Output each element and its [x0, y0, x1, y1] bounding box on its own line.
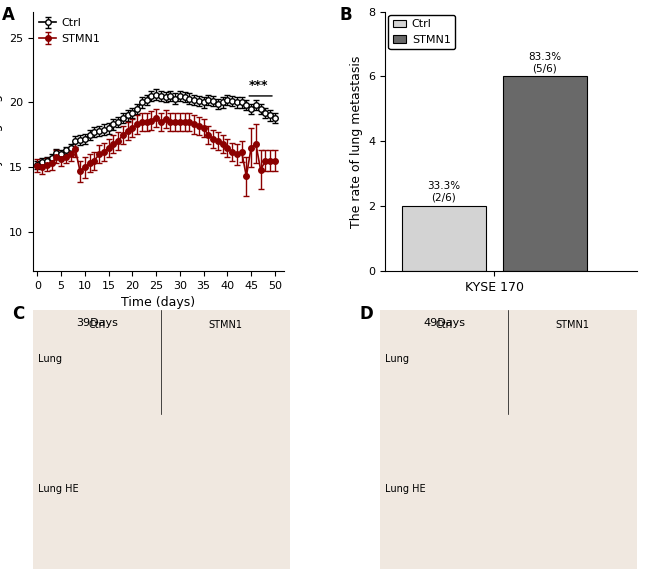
Text: 49Days: 49Days: [423, 318, 465, 328]
Text: 83.3%
(5/6): 83.3% (5/6): [528, 52, 561, 73]
Text: STMN1: STMN1: [556, 320, 590, 330]
Text: 39Days: 39Days: [76, 318, 118, 328]
Text: Lung HE: Lung HE: [385, 483, 426, 493]
X-axis label: Time (days): Time (days): [122, 296, 196, 309]
Text: Ctrl: Ctrl: [436, 320, 453, 330]
Text: D: D: [359, 305, 373, 323]
Text: ***: ***: [248, 80, 268, 92]
Text: Lung: Lung: [385, 354, 409, 364]
Text: Ctrl: Ctrl: [88, 320, 105, 330]
Text: STMN1: STMN1: [209, 320, 242, 330]
Text: B: B: [340, 6, 352, 24]
Y-axis label: -Body Weight (g): -Body Weight (g): [0, 89, 3, 194]
Text: Lung HE: Lung HE: [38, 483, 78, 493]
Text: 33.3%
(2/6): 33.3% (2/6): [427, 181, 460, 203]
Text: A: A: [3, 6, 15, 24]
Y-axis label: The rate of lung metastasis: The rate of lung metastasis: [350, 55, 363, 228]
Text: Lung: Lung: [38, 354, 62, 364]
Bar: [502, 77, 586, 271]
Legend: Ctrl, STMN1: Ctrl, STMN1: [34, 14, 105, 48]
Bar: [402, 206, 486, 271]
Text: C: C: [12, 305, 24, 323]
Legend: Ctrl, STMN1: Ctrl, STMN1: [389, 15, 455, 49]
